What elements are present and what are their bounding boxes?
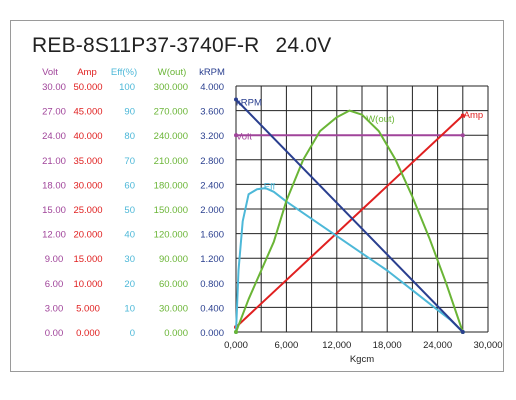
y-tick-label: 24.00 bbox=[42, 131, 66, 142]
y-tick-label: 90.000 bbox=[159, 254, 188, 265]
y-tick-label: 0.000 bbox=[164, 328, 188, 339]
y-tick-label: 30.000 bbox=[73, 180, 102, 191]
y-tick-label: 40 bbox=[124, 230, 135, 241]
model-name: REB-8S11P37-3740F-R bbox=[32, 34, 260, 57]
y-tick-label: 60.000 bbox=[159, 279, 188, 290]
y-tick-label: 300.000 bbox=[154, 82, 188, 93]
series-point bbox=[460, 113, 465, 118]
x-tick-label: 6,000 bbox=[275, 340, 299, 351]
chart-title: REB-8S11P37-3740F-R 24.0V bbox=[32, 34, 331, 58]
series-line-wout bbox=[235, 109, 464, 333]
y-tick-label: 0.400 bbox=[200, 303, 224, 314]
axis-header-wout: W(out) bbox=[158, 67, 187, 78]
series-line-eff bbox=[235, 187, 464, 333]
y-tick-label: 90 bbox=[124, 107, 135, 118]
y-tick-label: 10.000 bbox=[73, 279, 102, 290]
axis-header-eff: Eff(%) bbox=[111, 67, 137, 78]
y-tick-label: 0.800 bbox=[200, 279, 224, 290]
y-tick-label: 210.000 bbox=[154, 156, 188, 167]
axis-header-volt: Volt bbox=[42, 67, 58, 78]
y-tick-label: 70 bbox=[124, 156, 135, 167]
y-tick-label: 270.000 bbox=[154, 107, 188, 118]
x-tick-label: 24,000 bbox=[423, 340, 452, 351]
y-tick-label: 3.00 bbox=[45, 303, 64, 314]
y-tick-label: 240.000 bbox=[154, 131, 188, 142]
y-tick-label: 21.00 bbox=[42, 156, 66, 167]
y-tick-label: 9.00 bbox=[45, 254, 64, 265]
axis-header-krpm: kRPM bbox=[199, 67, 225, 78]
y-tick-label: 50.000 bbox=[73, 82, 102, 93]
x-tick-label: 12,000 bbox=[322, 340, 351, 351]
y-tick-label: 20.000 bbox=[73, 230, 102, 241]
series-label: kRPM bbox=[236, 98, 262, 109]
series-line-amp bbox=[235, 114, 464, 328]
y-tick-label: 3.200 bbox=[200, 131, 224, 142]
y-tick-label: 15.000 bbox=[73, 254, 102, 265]
y-tick-label: 27.00 bbox=[42, 107, 66, 118]
y-tick-label: 4.000 bbox=[200, 82, 224, 93]
y-tick-label: 2.000 bbox=[200, 205, 224, 216]
series-line-krpm bbox=[235, 98, 464, 333]
y-tick-label: 20 bbox=[124, 279, 135, 290]
y-tick-label: 100 bbox=[119, 82, 135, 93]
y-tick-label: 5.000 bbox=[76, 303, 100, 314]
y-tick-label: 35.000 bbox=[73, 156, 102, 167]
x-tick-label: 18,000 bbox=[373, 340, 402, 351]
y-tick-label: 25.000 bbox=[73, 205, 102, 216]
y-tick-label: 2.800 bbox=[200, 156, 224, 167]
series-point bbox=[234, 97, 238, 102]
y-tick-label: 0.000 bbox=[76, 328, 100, 339]
y-tick-label: 150.000 bbox=[154, 205, 188, 216]
rated-voltage: 24.0V bbox=[275, 34, 332, 57]
y-tick-label: 80 bbox=[124, 131, 135, 142]
series-point bbox=[234, 133, 238, 138]
y-tick-label: 18.00 bbox=[42, 180, 66, 191]
y-tick-label: 1.200 bbox=[200, 254, 224, 265]
y-tick-label: 30.00 bbox=[42, 82, 66, 93]
y-tick-label: 6.00 bbox=[45, 279, 64, 290]
y-tick-label: 45.000 bbox=[73, 107, 102, 118]
series-label: Volt bbox=[236, 131, 252, 142]
y-tick-label: 1.600 bbox=[200, 230, 224, 241]
y-tick-label: 3.600 bbox=[200, 107, 224, 118]
axis-header-amp: Amp bbox=[77, 67, 97, 78]
y-tick-label: 50 bbox=[124, 205, 135, 216]
x-tick-label: 0,000 bbox=[224, 340, 248, 351]
series-point bbox=[460, 133, 465, 138]
chart-frame bbox=[10, 20, 504, 372]
series-point bbox=[234, 330, 238, 334]
y-tick-label: 30 bbox=[124, 254, 135, 265]
x-axis-label: Kgcm bbox=[350, 354, 374, 365]
series-label: Eff bbox=[264, 181, 276, 192]
y-tick-label: 30.000 bbox=[159, 303, 188, 314]
y-tick-label: 40.000 bbox=[73, 131, 102, 142]
y-tick-label: 2.400 bbox=[200, 180, 224, 191]
series-point bbox=[460, 330, 465, 334]
series-label: Amp bbox=[464, 110, 484, 121]
series-label: W(out) bbox=[366, 114, 395, 125]
y-tick-label: 180.000 bbox=[154, 180, 188, 191]
y-tick-label: 0.000 bbox=[200, 328, 224, 339]
y-tick-label: 10 bbox=[124, 303, 135, 314]
y-tick-label: 12.00 bbox=[42, 230, 66, 241]
y-tick-label: 120.000 bbox=[154, 230, 188, 241]
y-tick-label: 15.00 bbox=[42, 205, 66, 216]
x-tick-label: 30,000 bbox=[473, 340, 502, 351]
y-tick-label: 0.00 bbox=[45, 328, 64, 339]
y-tick-label: 0 bbox=[130, 328, 135, 339]
y-tick-label: 60 bbox=[124, 180, 135, 191]
